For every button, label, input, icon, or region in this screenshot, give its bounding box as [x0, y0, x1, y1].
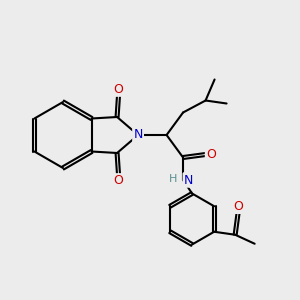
Text: H: H [169, 173, 178, 184]
Text: O: O [114, 174, 124, 188]
Text: N: N [184, 173, 193, 187]
Text: O: O [206, 148, 216, 161]
Text: O: O [233, 200, 243, 213]
Text: N: N [134, 128, 143, 142]
Text: O: O [114, 82, 124, 96]
